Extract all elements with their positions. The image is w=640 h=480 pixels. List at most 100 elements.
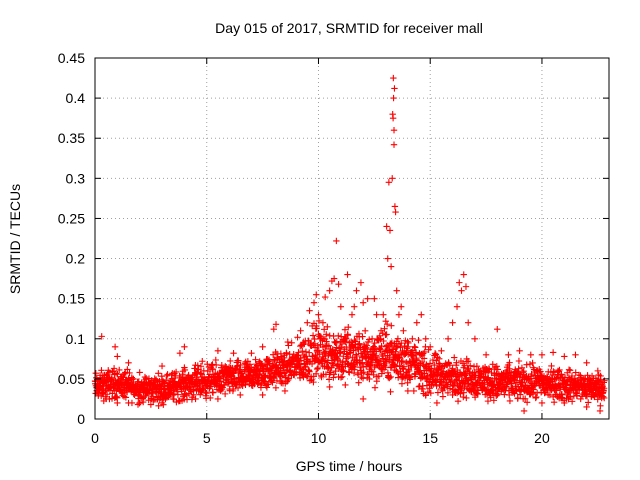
- data-point: [315, 311, 322, 318]
- data-point: [332, 339, 339, 347]
- data-point: [313, 365, 321, 373]
- data-point: [328, 360, 336, 367]
- data-point: [297, 357, 305, 364]
- data-point: [444, 335, 452, 342]
- data-point: [357, 279, 365, 286]
- data-point: [270, 325, 277, 333]
- data-point: [344, 360, 351, 367]
- data-point: [420, 355, 428, 362]
- data-point: [163, 372, 170, 379]
- data-point: [319, 319, 327, 326]
- data-point: [309, 332, 317, 339]
- data-point: [457, 390, 464, 397]
- data-point: [134, 401, 142, 408]
- data-point: [336, 357, 344, 365]
- data-point: [473, 363, 481, 370]
- plot-frame: [94, 57, 610, 420]
- data-point: [392, 208, 399, 216]
- data-point: [385, 179, 393, 186]
- data-point: [164, 371, 171, 378]
- data-point: [333, 237, 340, 245]
- data-point: [359, 299, 367, 306]
- data-point: [354, 371, 362, 378]
- data-point: [506, 359, 513, 366]
- data-point: [313, 325, 320, 332]
- data-point: [155, 402, 162, 410]
- data-point: [400, 363, 408, 370]
- data-point: [391, 203, 399, 210]
- data-point: [359, 395, 367, 403]
- data-point: [506, 365, 513, 372]
- data-point: [410, 387, 418, 395]
- data-point: [330, 371, 338, 378]
- data-point: [209, 366, 217, 373]
- data-point: [381, 325, 388, 332]
- data-point: [597, 402, 604, 410]
- x-tick-label: 15: [422, 430, 438, 446]
- data-point: [266, 360, 273, 367]
- data-point: [351, 303, 358, 310]
- data-point: [227, 376, 235, 384]
- data-point: [116, 366, 123, 374]
- chart-title: Day 015 of 2017, SRMTID for receiver mal…: [215, 20, 483, 36]
- data-point: [514, 394, 522, 402]
- data-point: [359, 354, 366, 361]
- data-point: [339, 359, 346, 366]
- data-point: [493, 363, 500, 370]
- data-point: [387, 263, 395, 270]
- x-axis-label: GPS time / hours: [296, 458, 403, 474]
- data-point: [421, 348, 428, 356]
- data-point: [383, 331, 390, 338]
- data-point: [517, 391, 524, 398]
- y-axis-label: SRMTID / TECUs: [7, 184, 23, 294]
- data-point: [235, 357, 242, 364]
- x-tick-label: 0: [91, 430, 99, 446]
- data-point: [325, 342, 333, 349]
- data-point: [565, 388, 572, 395]
- data-point: [221, 390, 229, 398]
- data-point: [566, 367, 574, 374]
- data-point: [409, 335, 416, 342]
- data-point: [420, 350, 427, 357]
- data-point: [400, 327, 407, 334]
- data-point: [111, 343, 119, 350]
- data-point: [504, 368, 512, 376]
- data-point: [170, 390, 178, 398]
- data-point: [387, 388, 394, 395]
- data-point: [335, 281, 342, 288]
- data-point: [532, 394, 539, 402]
- data-point: [558, 390, 566, 398]
- data-point: [316, 351, 323, 358]
- data-point: [259, 391, 266, 399]
- data-point: [237, 391, 244, 399]
- data-point: [521, 395, 529, 402]
- data-point: [453, 303, 461, 310]
- data-point: [140, 398, 147, 406]
- data-point: [295, 349, 302, 356]
- data-point: [520, 407, 528, 415]
- data-point: [390, 74, 397, 82]
- data-point: [259, 343, 266, 350]
- data-point: [323, 331, 330, 338]
- data-point: [431, 361, 438, 369]
- data-point: [380, 337, 387, 345]
- data-point: [556, 366, 563, 374]
- data-point: [310, 378, 317, 386]
- data-point: [314, 364, 322, 372]
- y-tick-label: 0.2: [66, 251, 86, 267]
- data-point: [191, 365, 198, 372]
- data-point: [340, 353, 347, 360]
- data-point: [301, 340, 308, 348]
- x-tick-label: 20: [534, 430, 550, 446]
- data-point: [601, 394, 608, 402]
- data-point: [567, 393, 574, 401]
- data-point: [411, 343, 418, 350]
- data-point: [359, 375, 367, 382]
- data-point: [344, 331, 352, 339]
- data-point: [342, 381, 349, 389]
- data-point: [508, 379, 516, 387]
- data-point: [523, 399, 531, 406]
- data-point: [376, 336, 384, 343]
- data-point: [407, 374, 414, 381]
- data-point: [197, 370, 204, 377]
